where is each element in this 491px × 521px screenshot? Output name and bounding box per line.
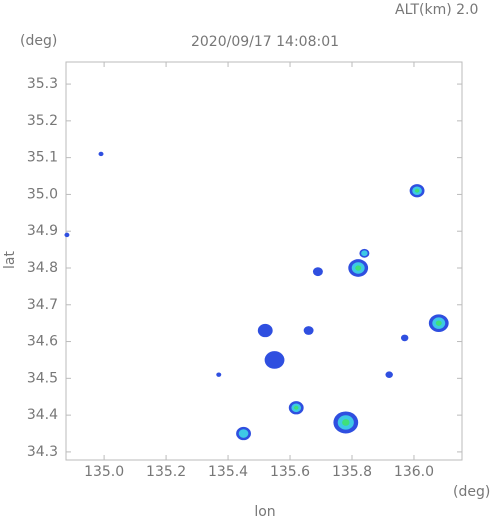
- y-unit: (deg): [20, 33, 57, 49]
- echo: [257, 323, 273, 338]
- x-tick-label: 135.0: [84, 464, 124, 480]
- echo: [385, 371, 393, 378]
- echo: [435, 320, 442, 326]
- echo: [264, 351, 285, 369]
- echo: [293, 405, 299, 410]
- echo: [303, 326, 314, 335]
- x-tick-label: 136.0: [394, 464, 434, 480]
- x-tick-label: 135.4: [208, 464, 248, 480]
- x-tick-label: 135.6: [270, 464, 310, 480]
- y-tick-label: 35.0: [27, 186, 58, 202]
- echo: [400, 334, 409, 342]
- y-tick-label: 34.8: [27, 260, 58, 276]
- echo: [361, 250, 368, 257]
- y-tick-label: 35.1: [27, 150, 58, 166]
- echo: [238, 429, 249, 438]
- x-tick-label: 135.8: [332, 464, 372, 480]
- echo: [64, 232, 70, 238]
- x-tick-label: 135.2: [146, 464, 186, 480]
- echo: [216, 372, 222, 377]
- y-tick-label: 35.3: [27, 76, 58, 92]
- echo: [414, 188, 420, 193]
- y-tick-label: 34.9: [27, 223, 58, 239]
- y-axis-label: lat: [2, 251, 18, 269]
- echo: [355, 265, 362, 271]
- y-tick-label: 34.3: [27, 444, 58, 460]
- y-tick-label: 34.7: [27, 297, 58, 313]
- y-tick-label: 35.2: [27, 113, 58, 129]
- echo: [312, 267, 323, 277]
- y-tick-label: 34.5: [27, 370, 58, 386]
- y-tick-label: 34.4: [27, 407, 58, 423]
- x-axis-label: lon: [254, 504, 275, 520]
- altitude-label: ALT(km) 2.0: [395, 2, 478, 18]
- echo: [98, 151, 104, 157]
- chart-title: 2020/09/17 14:08:01: [191, 34, 339, 50]
- y-tick-label: 34.6: [27, 334, 58, 350]
- echo: [342, 419, 350, 426]
- x-unit: (deg): [453, 484, 490, 500]
- plot-frame: [65, 61, 463, 461]
